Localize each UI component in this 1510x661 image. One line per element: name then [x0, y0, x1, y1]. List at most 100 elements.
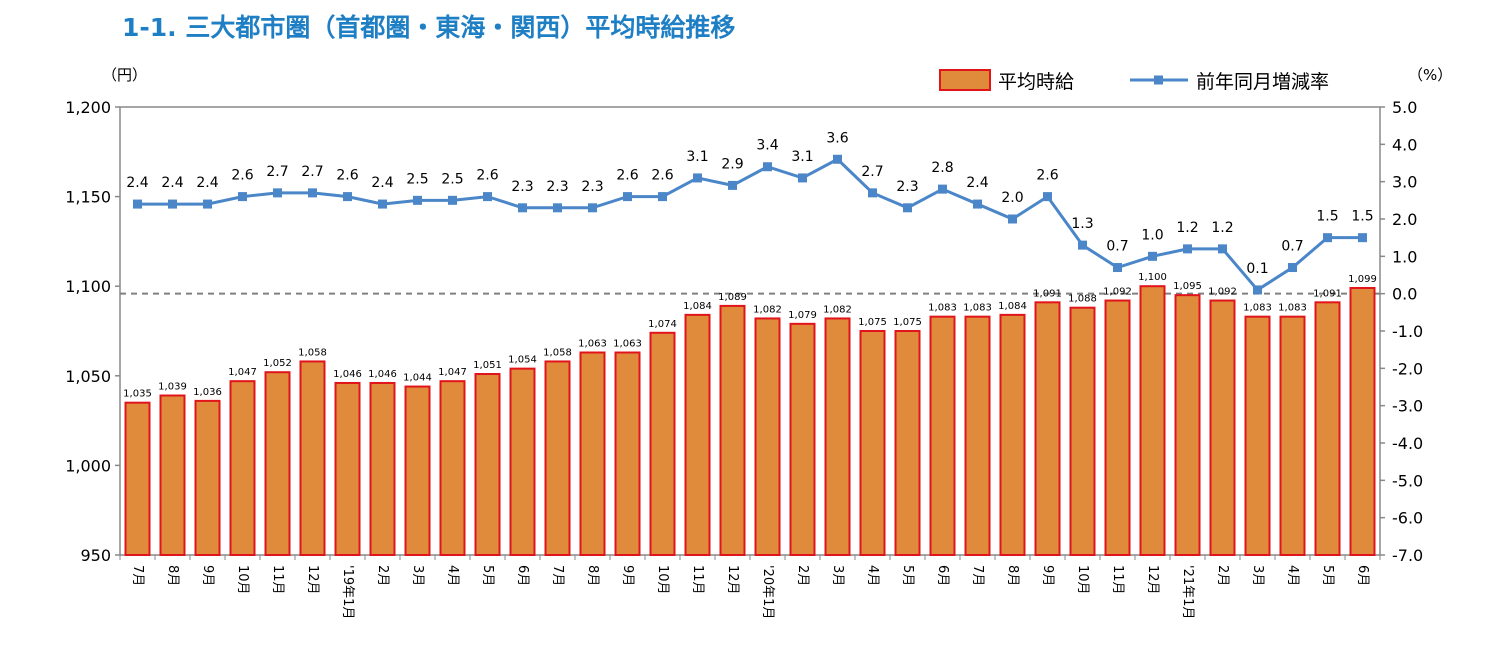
- rate-label-28: 0.7: [1106, 239, 1128, 255]
- bar-label-34: 1,091: [1313, 288, 1342, 299]
- bar-21: [859, 330, 886, 556]
- x-tick-label-19: 2月: [795, 565, 810, 586]
- rate-label-35: 1.5: [1351, 209, 1373, 225]
- bar-label-14: 1,063: [613, 339, 642, 350]
- rate-marker-15: [658, 192, 667, 202]
- x-tick-label-24: 7月: [970, 565, 985, 586]
- rate-marker-22: [903, 203, 912, 213]
- right-tick-label-0: -7.0: [1392, 546, 1423, 565]
- x-tick-label-5: 12月: [305, 565, 320, 595]
- rate-marker-17: [728, 180, 737, 190]
- rate-label-34: 1.5: [1316, 209, 1338, 225]
- x-tick-label-29: 12月: [1145, 565, 1160, 595]
- bar-label-5: 1,058: [298, 347, 327, 358]
- bar-label-6: 1,046: [333, 369, 362, 380]
- rate-label-10: 2.6: [476, 168, 498, 184]
- rate-marker-34: [1323, 233, 1332, 243]
- legend-line-label: 前年同月増減率: [1196, 71, 1329, 93]
- bar-2: [194, 399, 221, 556]
- rate-label-24: 2.4: [966, 175, 988, 191]
- rate-marker-30: [1183, 244, 1192, 254]
- x-tick-label-21: 4月: [865, 565, 880, 586]
- x-tick-label-8: 3月: [410, 565, 425, 586]
- rate-marker-16: [693, 173, 702, 183]
- bar-24: [964, 315, 991, 556]
- right-tick-label-6: -1.0: [1392, 322, 1423, 341]
- left-tick-label-0: 950: [80, 546, 111, 565]
- right-tick-label-3: -4.0: [1392, 434, 1423, 453]
- x-tick-label-3: 10月: [235, 565, 250, 595]
- bar-label-0: 1,035: [123, 389, 152, 400]
- bar-label-27: 1,088: [1068, 294, 1097, 305]
- bar-13: [579, 351, 606, 556]
- bar-label-26: 1,091: [1033, 288, 1062, 299]
- x-tick-label-15: 10月: [655, 565, 670, 595]
- x-tick-label-35: 6月: [1355, 565, 1370, 586]
- bar-label-7: 1,046: [368, 369, 397, 380]
- rate-label-15: 2.6: [651, 168, 673, 184]
- rate-label-2: 2.4: [196, 175, 218, 191]
- bar-31: [1209, 299, 1236, 557]
- rate-marker-32: [1253, 285, 1262, 295]
- rate-marker-7: [378, 199, 387, 209]
- bar-label-35: 1,099: [1348, 274, 1377, 285]
- right-tick-label-4: -3.0: [1392, 397, 1423, 416]
- rate-marker-29: [1148, 251, 1157, 261]
- rate-label-33: 0.7: [1281, 239, 1303, 255]
- x-tick-label-33: 4月: [1285, 565, 1300, 586]
- bar-label-16: 1,084: [683, 301, 712, 312]
- legend-line-marker: [1154, 75, 1163, 85]
- rate-label-9: 2.5: [441, 171, 463, 187]
- rate-marker-9: [448, 195, 457, 205]
- rate-label-16: 3.1: [686, 149, 708, 165]
- bar-19: [789, 322, 816, 556]
- bar-18: [754, 317, 781, 556]
- right-tick-label-12: 5.0: [1392, 98, 1417, 117]
- rate-marker-11: [518, 203, 527, 213]
- x-tick-label-25: 8月: [1005, 565, 1020, 586]
- rate-label-19: 3.1: [791, 149, 813, 165]
- legend-bar-swatch: [939, 69, 991, 91]
- bar-label-29: 1,100: [1138, 272, 1167, 283]
- x-tick-label-30: '21年1月: [1180, 565, 1195, 619]
- bar-label-32: 1,083: [1243, 303, 1272, 314]
- bar-30: [1174, 294, 1201, 556]
- bar-11: [509, 367, 536, 556]
- x-tick-label-16: 11月: [690, 565, 705, 595]
- left-tick-label-3: 1,100: [65, 277, 111, 296]
- rate-marker-0: [133, 199, 142, 209]
- x-tick-label-28: 11月: [1110, 565, 1125, 595]
- bar-6: [334, 381, 361, 556]
- right-tick-label-7: 0.0: [1392, 285, 1417, 304]
- rate-label-1: 2.4: [161, 175, 183, 191]
- rate-marker-1: [168, 199, 177, 209]
- x-tick-label-26: 9月: [1040, 565, 1055, 586]
- x-tick-label-22: 5月: [900, 565, 915, 586]
- rate-marker-20: [833, 154, 842, 164]
- x-tick-label-32: 3月: [1250, 565, 1265, 586]
- rate-marker-2: [203, 199, 212, 209]
- right-tick-label-10: 3.0: [1392, 173, 1417, 192]
- x-tick-label-12: 7月: [550, 565, 565, 586]
- bar-label-20: 1,082: [823, 304, 852, 315]
- rate-marker-13: [588, 203, 597, 213]
- bar-label-4: 1,052: [263, 358, 292, 369]
- bar-label-31: 1,092: [1208, 287, 1237, 298]
- bar-label-10: 1,051: [473, 360, 502, 371]
- x-tick-label-7: 2月: [375, 565, 390, 586]
- rate-marker-27: [1078, 240, 1087, 250]
- rate-marker-31: [1218, 244, 1227, 254]
- x-tick-label-27: 10月: [1075, 565, 1090, 595]
- x-tick-label-23: 6月: [935, 565, 950, 586]
- x-tick-label-2: 9月: [200, 565, 215, 586]
- bar-label-15: 1,074: [648, 319, 677, 330]
- bar-1: [159, 394, 186, 556]
- right-tick-label-11: 4.0: [1392, 135, 1417, 154]
- rate-marker-33: [1288, 263, 1297, 273]
- bar-9: [439, 380, 466, 556]
- bar-35: [1349, 286, 1376, 556]
- rate-marker-18: [763, 162, 772, 172]
- rate-label-27: 1.3: [1071, 216, 1093, 232]
- x-tick-label-0: 7月: [130, 565, 145, 586]
- bar-label-11: 1,054: [508, 355, 537, 366]
